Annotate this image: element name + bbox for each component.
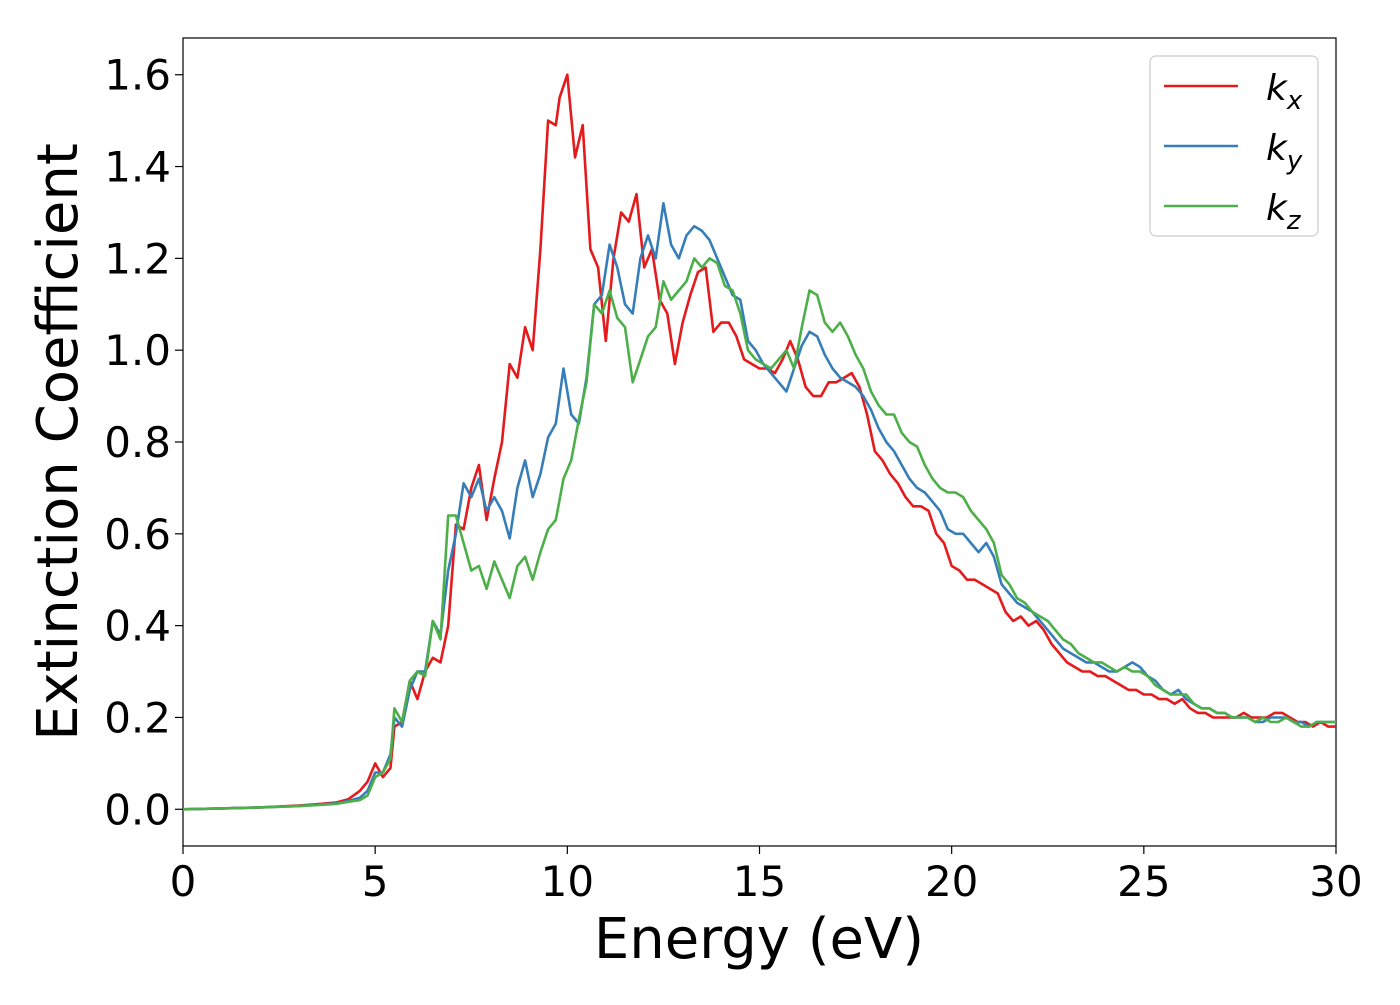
y-axis-label: Extinction Coefficient (26, 143, 91, 741)
y-tick-label: 0.0 (104, 785, 171, 834)
x-tick-label: 20 (925, 857, 978, 906)
y-tick-label: 1.2 (104, 234, 171, 283)
y-tick-label: 0.4 (104, 602, 171, 651)
series-line-kz (182, 257, 1336, 811)
legend-label-kx: kx (1266, 68, 1303, 116)
legend-label-kz: kz (1266, 188, 1302, 236)
y-tick-label: 0.2 (104, 693, 171, 742)
y-tick-label: 0.8 (104, 418, 171, 467)
y-tick-label: 1.0 (104, 326, 171, 375)
y-axis: 0.0 0.2 0.4 0.6 0.8 1.0 1.2 1.4 1.6 (104, 51, 183, 834)
y-tick-label: 1.6 (104, 51, 171, 100)
y-tick-label: 1.4 (104, 143, 171, 192)
x-tick-label: 5 (362, 857, 389, 906)
y-tick-label: 0.6 (104, 510, 171, 559)
x-tick-label: 0 (170, 857, 197, 906)
x-axis-label: Energy (eV) (594, 907, 924, 972)
legend: kx ky kz (1149, 55, 1319, 237)
series-line-ky (182, 202, 1336, 811)
x-tick-label: 10 (541, 857, 594, 906)
x-tick-label: 25 (1117, 857, 1170, 906)
x-tick-label: 15 (733, 857, 786, 906)
x-axis: 0 5 10 15 20 25 30 (170, 846, 1363, 906)
x-tick-label: 30 (1309, 857, 1362, 906)
series-line-kx (182, 73, 1336, 811)
series-layer (182, 73, 1336, 811)
legend-label-ky: ky (1266, 128, 1303, 176)
